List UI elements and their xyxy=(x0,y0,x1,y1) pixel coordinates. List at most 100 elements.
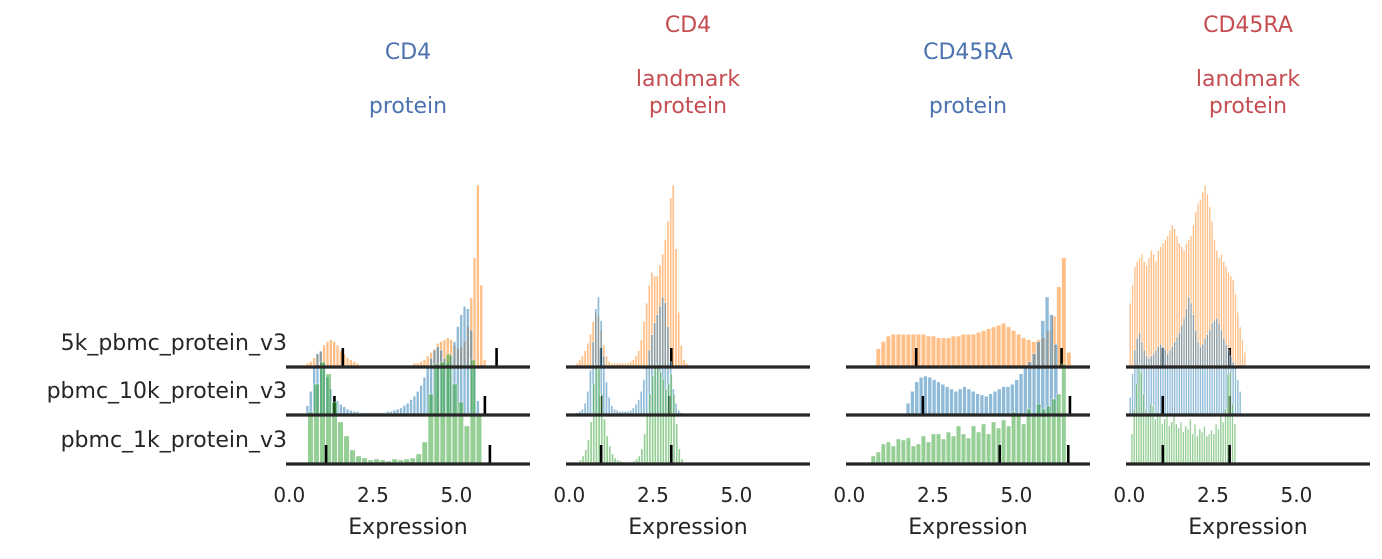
histogram-bar xyxy=(991,326,997,368)
histogram-bar xyxy=(971,334,976,368)
histogram-bar xyxy=(880,341,886,368)
histogram-bar xyxy=(669,197,672,368)
histogram-bar xyxy=(1219,415,1222,465)
histogram-bar xyxy=(476,184,480,368)
histogram-bar xyxy=(451,383,458,465)
histogram-bar xyxy=(1005,386,1011,416)
histogram-bar xyxy=(674,403,678,416)
histogram-bar xyxy=(914,381,919,416)
histogram-bar xyxy=(1201,344,1204,416)
histogram-bar xyxy=(1158,415,1162,465)
histogram-bar xyxy=(1187,296,1190,416)
histogram-bar xyxy=(605,355,608,368)
histogram-bar xyxy=(586,343,589,368)
histogram-bar xyxy=(1218,322,1221,416)
histogram-bar xyxy=(1045,296,1050,416)
histogram-bar xyxy=(946,337,951,368)
histogram-bar xyxy=(662,378,665,465)
histogram-bar xyxy=(1182,431,1185,465)
x-axis-label: Expression xyxy=(1188,515,1307,540)
histogram-bar xyxy=(1172,415,1176,465)
panel-title-line: CD4 xyxy=(665,13,711,38)
histogram-bar xyxy=(991,421,997,465)
x-axis-label: Expression xyxy=(908,515,1027,540)
histogram-bar xyxy=(936,337,941,368)
histogram-bar xyxy=(329,339,333,368)
histogram-bar xyxy=(941,438,946,465)
histogram-bar xyxy=(1196,341,1200,416)
histogram-bar xyxy=(956,335,961,368)
histogram-bar xyxy=(981,423,986,465)
histogram-bar xyxy=(1212,433,1215,465)
x-axis-label: Expression xyxy=(348,515,467,540)
panel-2: CD45RA protein 0.0 2.5 5.0 Expression xyxy=(833,40,1090,540)
histogram-bar xyxy=(958,388,963,416)
histogram-bar xyxy=(984,395,989,416)
histogram-bar xyxy=(412,395,416,416)
histogram-bar xyxy=(1154,349,1158,416)
histogram-bar xyxy=(1236,312,1239,368)
histogram-bar xyxy=(1234,367,1237,416)
histogram-bar xyxy=(667,383,670,465)
histogram-bar xyxy=(966,388,971,416)
histogram-bar xyxy=(1021,423,1027,465)
histogram-bar xyxy=(309,391,313,416)
histogram-bar xyxy=(1159,344,1162,416)
histogram-bar xyxy=(462,306,467,416)
x-tick-label: 0.0 xyxy=(553,483,585,507)
histogram-bar xyxy=(1186,428,1190,465)
panel-title-line: protein xyxy=(1209,94,1287,119)
histogram-bar xyxy=(426,355,430,368)
histogram-bar xyxy=(905,334,911,368)
histogram-bar xyxy=(885,335,891,368)
histogram-bar xyxy=(1026,408,1032,465)
histogram-bar xyxy=(406,403,410,416)
histogram-bar xyxy=(457,401,464,465)
histogram-bar xyxy=(602,355,606,416)
histogram-bar xyxy=(664,388,668,465)
histogram-bar xyxy=(1217,428,1220,465)
panel-title-line: CD4 xyxy=(385,40,431,65)
histogram-bar xyxy=(900,439,906,465)
x-tick-label: 0.0 xyxy=(1113,483,1145,507)
histogram-bar xyxy=(332,341,336,368)
histogram-bar xyxy=(1215,423,1218,465)
histogram-bar xyxy=(1171,224,1174,368)
histogram-bar xyxy=(1185,308,1188,416)
histogram-bar xyxy=(996,324,1002,368)
histogram-bar xyxy=(466,308,470,416)
histogram-bar xyxy=(992,391,998,416)
histogram-bar xyxy=(921,334,926,368)
histogram-bar xyxy=(1164,349,1167,416)
histogram-bar xyxy=(584,449,587,465)
panel-title-line: landmark xyxy=(1196,67,1300,92)
histogram-bar xyxy=(1006,326,1012,368)
histogram-bar xyxy=(976,431,981,465)
histogram-bar xyxy=(1001,386,1006,416)
histogram-bar xyxy=(997,388,1002,416)
histogram-bar xyxy=(608,445,612,465)
histogram-bar xyxy=(475,415,482,465)
histogram-bar xyxy=(951,335,956,368)
histogram-bar xyxy=(962,386,967,416)
histogram-bar xyxy=(1156,411,1159,465)
histogram-bar xyxy=(1173,341,1176,416)
histogram-bar xyxy=(949,388,954,416)
histogram-bar xyxy=(1001,419,1007,465)
histogram-bar xyxy=(1210,429,1213,465)
histogram-bar xyxy=(634,355,638,368)
histogram-bar xyxy=(1152,253,1155,368)
histogram-bar xyxy=(890,445,896,465)
histogram-bar xyxy=(1206,334,1209,416)
histogram-bar xyxy=(1232,279,1235,368)
panel-0: CD4 protein 0.0 2.5 5.0 Expression xyxy=(273,40,530,540)
histogram-bar xyxy=(1220,329,1223,416)
histogram-bar xyxy=(1129,303,1132,368)
histogram-bar xyxy=(1131,284,1134,368)
histogram-bar xyxy=(885,441,891,465)
histogram-bar xyxy=(1175,423,1178,465)
histogram-bar xyxy=(479,284,483,368)
histogram-bar xyxy=(946,431,951,465)
